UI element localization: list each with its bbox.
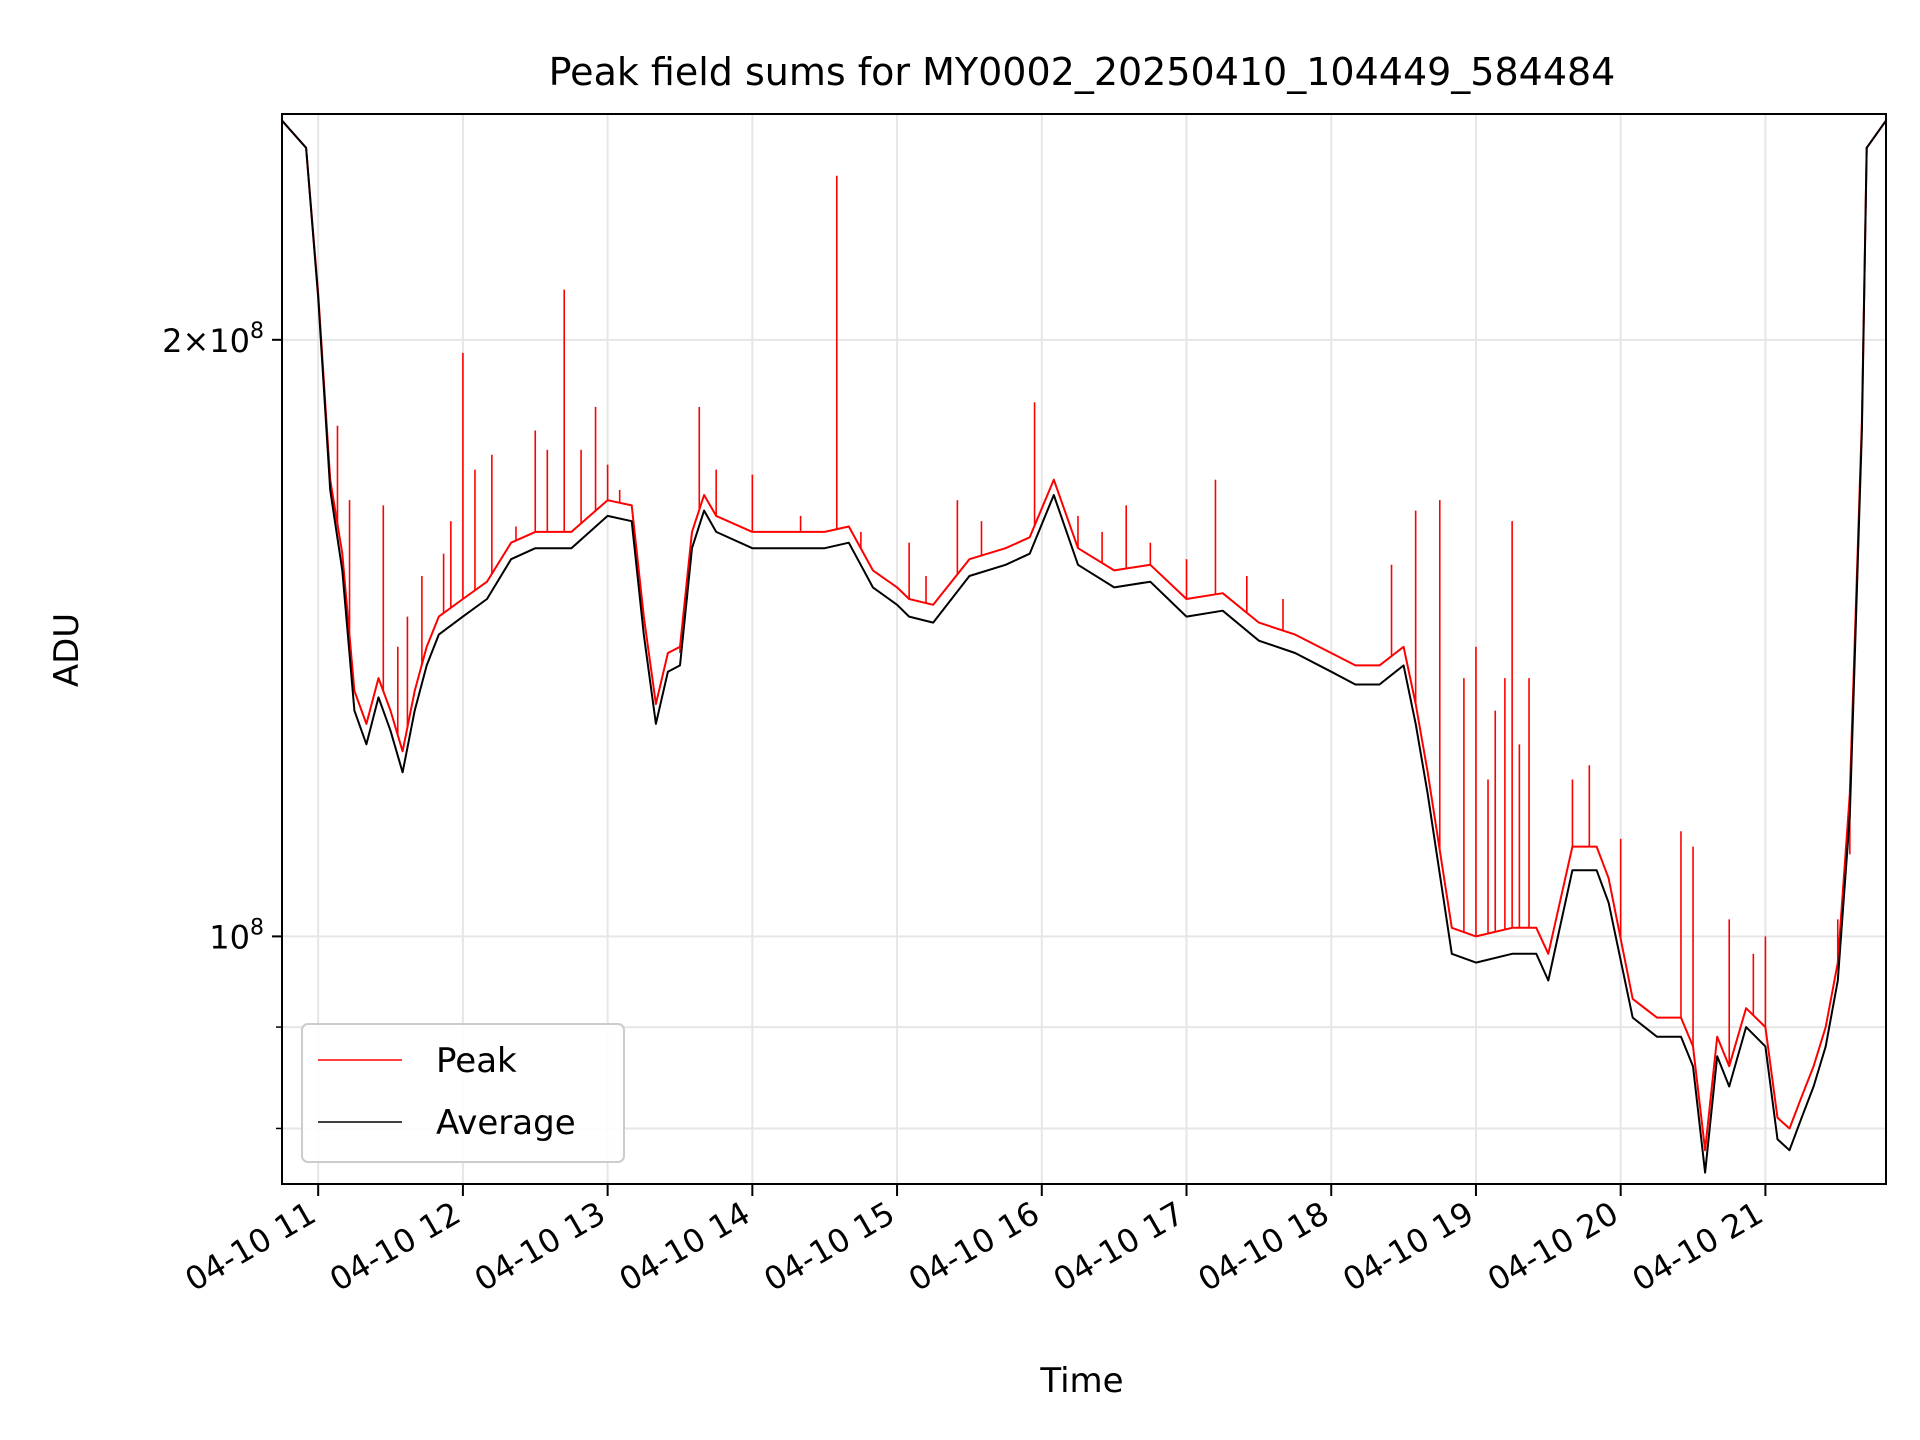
y-axis: 2×108 108 (162, 319, 282, 1130)
legend-box (301, 1023, 625, 1163)
legend: Peak Average (301, 1023, 625, 1163)
x-axis-label: Time (1039, 1361, 1123, 1401)
series-layer (282, 119, 1886, 1174)
plot-area (282, 119, 1886, 1174)
series-line-average (282, 119, 1886, 1174)
legend-label-peak: Peak (436, 1041, 517, 1081)
plot-frame (281, 113, 1887, 1185)
y-tick-label: 2×108 (162, 319, 264, 360)
chart-title: Peak field sums for MY0002_20250410_1044… (549, 50, 1616, 94)
series-line-peak (282, 119, 1886, 1152)
legend-label-average: Average (436, 1103, 576, 1143)
y-tick-label: 108 (209, 915, 264, 956)
y-axis-label: ADU (47, 613, 87, 687)
